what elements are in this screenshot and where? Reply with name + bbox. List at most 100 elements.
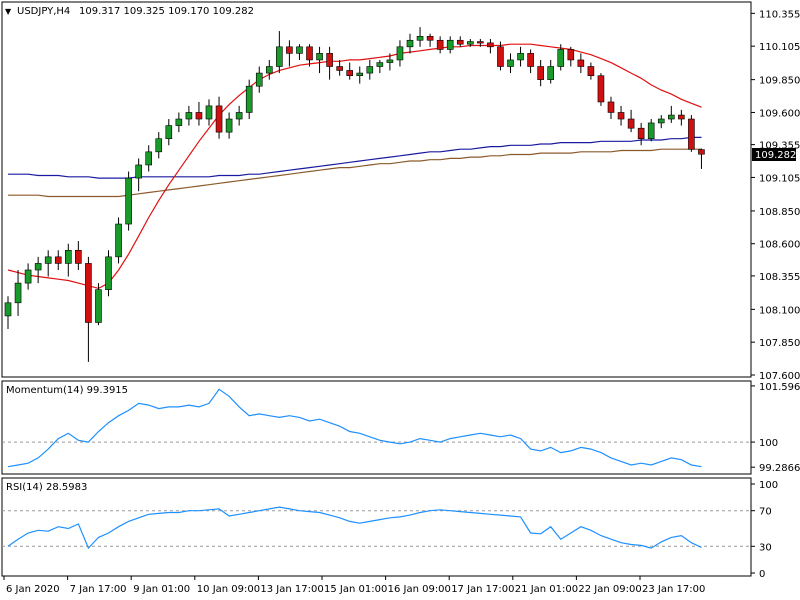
price-tick-label: 108.600 bbox=[759, 240, 800, 251]
ma-brown-line bbox=[8, 148, 702, 198]
price-tick-label: 110.355 bbox=[759, 9, 800, 20]
candle-body bbox=[647, 122, 655, 140]
rsi-tick-label: 30 bbox=[759, 542, 772, 553]
candle-body bbox=[487, 42, 494, 48]
candle-body bbox=[306, 46, 313, 61]
time-tick-label: 17 Jan 17:00 bbox=[451, 584, 514, 595]
candle-body bbox=[597, 75, 605, 103]
ma-red-line bbox=[7, 43, 702, 290]
candle-body bbox=[165, 125, 173, 140]
time-tick-label: 13 Jan 17:00 bbox=[260, 584, 323, 595]
candle-body bbox=[155, 138, 163, 153]
candle-body bbox=[627, 118, 635, 129]
rsi-tick-label: 70 bbox=[759, 507, 772, 518]
price-tick-label: 108.850 bbox=[759, 207, 800, 218]
candle-body bbox=[376, 62, 384, 67]
momentum-line bbox=[7, 388, 702, 468]
current-price-box bbox=[752, 148, 796, 161]
candle-body bbox=[456, 39, 464, 45]
price-tick-label: 108.100 bbox=[759, 305, 800, 316]
candle-body bbox=[617, 112, 625, 120]
candle-body bbox=[567, 49, 575, 61]
candle-body bbox=[225, 118, 233, 133]
candle-body bbox=[14, 282, 22, 304]
candle-body bbox=[537, 66, 544, 80]
time-axis: 6 Jan 2020 7 Jan 17:00 9 Jan 01:00 10 Jan 0… bbox=[3, 576, 705, 595]
candle-body bbox=[265, 66, 273, 74]
candle-body bbox=[607, 101, 615, 113]
candle-body bbox=[507, 59, 514, 67]
time-tick-label: 10 Jan 09:00 bbox=[197, 584, 260, 595]
candle-body bbox=[577, 59, 585, 67]
rsi-label: RSI(14) 28.5983 bbox=[6, 482, 87, 493]
candle-body bbox=[34, 263, 42, 271]
time-tick-label: 7 Jan 17:00 bbox=[70, 584, 127, 595]
candle-body bbox=[336, 66, 343, 71]
candle-body bbox=[215, 105, 223, 133]
candle-body bbox=[466, 41, 474, 45]
candle-body bbox=[547, 66, 555, 80]
moving-averages bbox=[7, 43, 702, 290]
candle-body bbox=[195, 112, 203, 120]
candle-body bbox=[286, 46, 293, 54]
candle-body bbox=[4, 302, 12, 317]
candle-body bbox=[346, 70, 354, 76]
candle-body bbox=[245, 85, 253, 113]
price-tick-label: 110.105 bbox=[759, 42, 800, 53]
momentum-label: Momentum(14) 99.3915 bbox=[6, 385, 128, 396]
price-tick-label: 109.105 bbox=[759, 173, 800, 184]
candle-body bbox=[135, 164, 142, 179]
candles bbox=[4, 27, 705, 362]
time-tick-label: 15 Jan 01:00 bbox=[324, 584, 387, 595]
price-tick-label: 108.355 bbox=[759, 272, 800, 283]
candle-body bbox=[95, 289, 102, 323]
candle-body bbox=[426, 36, 434, 41]
time-tick-label: 16 Jan 09:00 bbox=[388, 584, 451, 595]
price-axis: 110.355 110.105 109.850 109.600 109.355 109.1… bbox=[751, 9, 800, 382]
momentum-panel bbox=[1, 380, 752, 475]
candle-body bbox=[85, 263, 92, 323]
ma-blue-line bbox=[8, 136, 702, 179]
candle-body bbox=[396, 46, 404, 61]
candle-body bbox=[557, 49, 565, 67]
time-tick-label: 22 Jan 09:00 bbox=[578, 584, 641, 595]
candle-body bbox=[175, 118, 183, 126]
candle-body bbox=[477, 41, 484, 44]
price-tick-label: 109.850 bbox=[759, 76, 800, 87]
momentum-tick-label: 101.5962 bbox=[759, 382, 800, 393]
momentum-tick-label: 100 bbox=[759, 438, 778, 449]
symbol-label: USDJPY,H4 bbox=[17, 6, 70, 17]
momentum-tick-label: 99.2866 bbox=[759, 463, 800, 474]
time-tick-label: 23 Jan 17:00 bbox=[642, 584, 705, 595]
candle-body bbox=[145, 151, 152, 166]
candle-body bbox=[678, 114, 685, 120]
candle-body bbox=[497, 46, 504, 67]
candle-body bbox=[54, 256, 62, 264]
rsi-panel bbox=[1, 477, 752, 577]
dropdown-arrow-icon[interactable]: ▼ bbox=[5, 7, 12, 16]
candle-body bbox=[296, 46, 303, 54]
candle-body bbox=[276, 46, 283, 67]
candle-body bbox=[105, 256, 112, 290]
candle-body bbox=[356, 72, 364, 76]
candle-body bbox=[366, 66, 374, 74]
candle-body bbox=[205, 105, 213, 120]
candle-body bbox=[527, 53, 534, 67]
current-price-label: 109.282 bbox=[755, 150, 796, 161]
time-tick-label: 9 Jan 01:00 bbox=[133, 584, 190, 595]
rsi-tick-label: 100 bbox=[759, 480, 778, 491]
time-tick-label: 6 Jan 2020 bbox=[6, 584, 60, 595]
candle-body bbox=[115, 223, 122, 258]
rsi-line bbox=[7, 506, 702, 550]
candle-body bbox=[235, 112, 243, 120]
candle-body bbox=[436, 39, 444, 50]
candle-body bbox=[446, 39, 454, 50]
candle-body bbox=[316, 53, 323, 61]
price-tick-label: 107.850 bbox=[759, 338, 800, 349]
candle-body bbox=[657, 118, 665, 124]
candle-body bbox=[637, 127, 645, 140]
candle-body bbox=[386, 59, 394, 63]
time-tick-label: 21 Jan 01:00 bbox=[515, 584, 578, 595]
candle-body bbox=[406, 39, 414, 48]
candle-body bbox=[125, 177, 132, 225]
